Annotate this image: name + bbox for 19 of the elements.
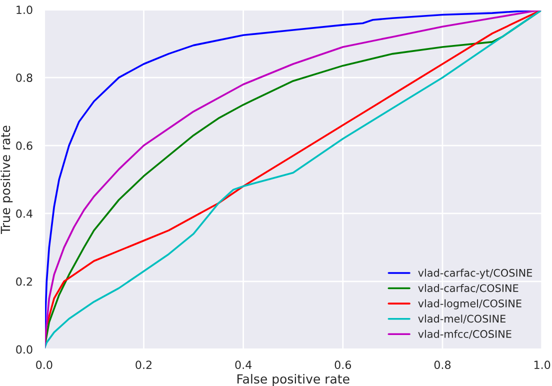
y-tick-label: 1.0	[16, 6, 32, 14]
legend-label: vlad-carfac-yt/COSINE	[418, 268, 532, 279]
legend-label: vlad-carfac/COSINE	[418, 284, 518, 293]
legend-label: vlad-mel/COSINE	[418, 314, 506, 324]
y-tick-label: 0.2	[16, 277, 32, 286]
x-tick-label: 0.0	[36, 360, 52, 370]
legend-label: vlad-logmel/COSINE	[418, 299, 522, 310]
x-tick-label: 0.8	[434, 360, 451, 370]
legend-label: vlad-mfcc/COSINE	[418, 330, 512, 339]
y-axis-title: True positive rate	[0, 126, 13, 234]
x-tick-label: 1.0	[534, 360, 550, 370]
x-tick-label: 0.4	[235, 360, 252, 370]
x-tick-label: 0.2	[136, 360, 152, 370]
x-axis-title: False positive rate	[237, 374, 350, 386]
y-tick-label: 0.0	[16, 345, 32, 354]
x-tick-label: 0.6	[334, 360, 352, 370]
y-tick-label: 0.8	[16, 74, 32, 82]
y-tick-label: 0.6	[16, 141, 32, 150]
y-tick-label: 0.4	[16, 209, 32, 218]
